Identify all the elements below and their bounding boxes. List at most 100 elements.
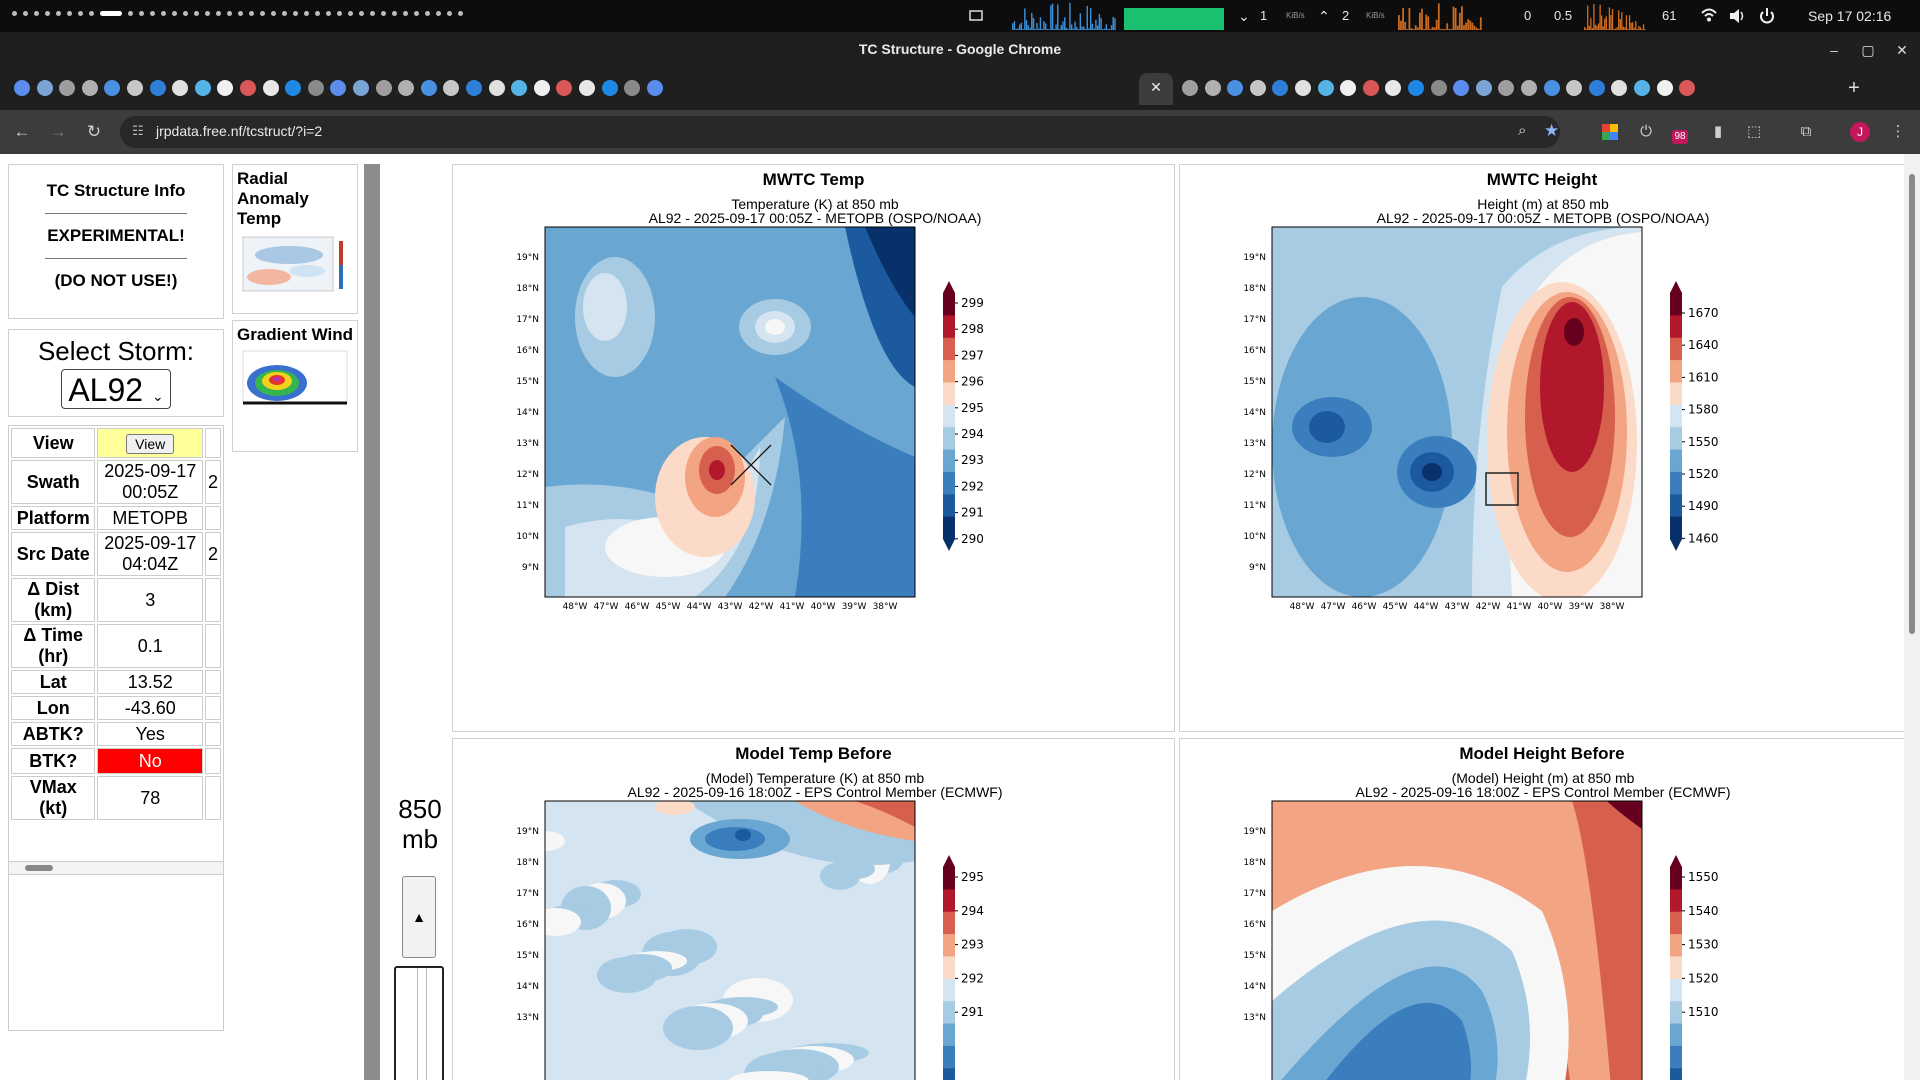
workspace-dot[interactable] [293, 11, 298, 16]
workspace-dot[interactable] [100, 11, 122, 16]
power-icon[interactable] [1758, 0, 1776, 32]
tab-favicon[interactable] [81, 80, 98, 96]
url-text[interactable]: jrpdata.free.nf/tcstruct/?i=2 [156, 123, 323, 139]
tab-favicon[interactable] [646, 80, 663, 96]
workspace-dot[interactable] [260, 11, 265, 16]
clock[interactable]: Sep 17 02:16 [1808, 8, 1892, 24]
tab-favicon[interactable] [1408, 80, 1424, 96]
tab-close-icon[interactable]: ✕ [1150, 79, 1162, 95]
workspace-dot[interactable] [381, 11, 386, 16]
radial-anomaly-temp-thumb[interactable]: Radial Anomaly Temp [232, 164, 358, 314]
tab-favicon[interactable] [1362, 80, 1379, 96]
level-up-button[interactable]: ▲ [402, 876, 436, 958]
tab-favicon[interactable] [307, 80, 324, 96]
workspace-dot[interactable] [238, 11, 243, 16]
tab-favicon[interactable] [127, 80, 143, 96]
zoom-icon[interactable]: ⌕ [1518, 122, 1527, 139]
tab-favicon[interactable] [1588, 80, 1605, 96]
tab-favicon[interactable] [601, 80, 618, 96]
tab-favicon[interactable] [579, 80, 595, 96]
workspace-dot[interactable] [403, 11, 408, 16]
menu-icon[interactable]: ⋮ [1890, 123, 1906, 140]
workspace-dot[interactable] [271, 11, 276, 16]
workspace-dot[interactable] [56, 11, 61, 16]
site-info-icon[interactable]: ☷ [132, 123, 144, 138]
workspace-dot[interactable] [216, 11, 221, 16]
workspace-dot[interactable] [315, 11, 320, 16]
workspace-dot[interactable] [326, 11, 331, 16]
workspace-dot[interactable] [359, 11, 364, 16]
workspace-dot[interactable] [425, 11, 430, 16]
bookmark-star-icon[interactable]: ★ [1544, 121, 1560, 140]
workspace-dot[interactable] [34, 11, 39, 16]
tab-favicon[interactable] [353, 80, 369, 96]
tab-favicon[interactable] [104, 80, 121, 96]
tab-favicon[interactable] [420, 80, 437, 96]
level-slider[interactable] [394, 966, 444, 1080]
back-button[interactable]: ← [13, 122, 31, 141]
tab-favicon[interactable] [1430, 80, 1447, 96]
workspace-dot[interactable] [447, 11, 452, 16]
tab-favicon[interactable] [149, 80, 166, 96]
address-bar[interactable]: ☷ jrpdata.free.nf/tcstruct/?i=2 ⌕ ★ [120, 116, 1560, 148]
workspace-dot[interactable] [227, 11, 232, 16]
tab-favicon[interactable] [1295, 80, 1311, 96]
chevron-down-icon[interactable]: ⌄ [1238, 8, 1250, 24]
workspace-dot[interactable] [348, 11, 353, 16]
tab-search-icon[interactable]: ⧉ [1800, 123, 1812, 140]
tab-favicon[interactable] [285, 80, 302, 96]
workspace-dot[interactable] [78, 11, 83, 16]
profile-icon[interactable]: J [1848, 120, 1872, 144]
workspace-dot[interactable] [282, 11, 287, 16]
wifi-icon[interactable] [1700, 0, 1718, 32]
workspace-dot[interactable] [128, 11, 133, 16]
close-window-button[interactable]: ✕ [1896, 42, 1908, 58]
tab-favicon[interactable] [330, 80, 347, 96]
workspace-dot[interactable] [67, 11, 72, 16]
radial-anomaly-thumbnail[interactable] [239, 233, 349, 295]
tab-favicon[interactable] [1204, 80, 1221, 96]
minimize-button[interactable]: – [1830, 42, 1838, 58]
vertical-scrollbar[interactable] [1904, 154, 1920, 1080]
badge-ext-icon[interactable]: 98 [1668, 120, 1692, 144]
workspace-dot[interactable] [392, 11, 397, 16]
workspace-dot[interactable] [183, 11, 188, 16]
tab-favicon[interactable] [1249, 80, 1266, 96]
tab-favicon[interactable] [398, 80, 415, 96]
tab-favicon[interactable] [1340, 80, 1357, 96]
tab-favicon[interactable] [1521, 80, 1537, 96]
tab-favicon[interactable] [217, 80, 234, 96]
tab-favicon[interactable] [624, 80, 641, 96]
workspace-dot[interactable] [304, 11, 309, 16]
tab-favicon[interactable] [443, 80, 460, 96]
tab-favicon[interactable] [59, 80, 76, 96]
tab-favicon[interactable] [1498, 80, 1515, 96]
tab-favicon[interactable] [1566, 80, 1583, 96]
tab-favicon[interactable] [1679, 80, 1696, 96]
maximize-button[interactable]: ▢ [1861, 42, 1875, 58]
active-tab[interactable]: ✕ [1139, 73, 1173, 105]
tab-favicon[interactable] [1611, 80, 1628, 96]
tab-favicon[interactable] [1656, 80, 1673, 96]
view-button[interactable]: View [126, 433, 175, 454]
reload-button[interactable]: ↻ [86, 122, 102, 141]
workspace-dot[interactable] [194, 11, 199, 16]
tab-favicon[interactable] [1272, 80, 1289, 96]
workspace-dot[interactable] [161, 11, 166, 16]
workspace-dot[interactable] [23, 11, 28, 16]
workspace-indicator[interactable] [12, 11, 463, 16]
tab-favicon[interactable] [36, 80, 53, 96]
tab-favicon[interactable] [511, 80, 528, 96]
puzzle-icon[interactable]: ⬚ [1746, 123, 1762, 140]
tab-favicon[interactable] [1227, 80, 1244, 96]
screen-icon[interactable] [968, 0, 984, 32]
tab-favicon[interactable] [1475, 80, 1492, 96]
workspace-dot[interactable] [337, 11, 342, 16]
power-ext-icon[interactable]: ⏻ [1640, 123, 1652, 140]
workspace-dot[interactable] [370, 11, 375, 16]
volume-icon[interactable] [1728, 0, 1746, 32]
forward-button[interactable]: → [49, 122, 67, 141]
